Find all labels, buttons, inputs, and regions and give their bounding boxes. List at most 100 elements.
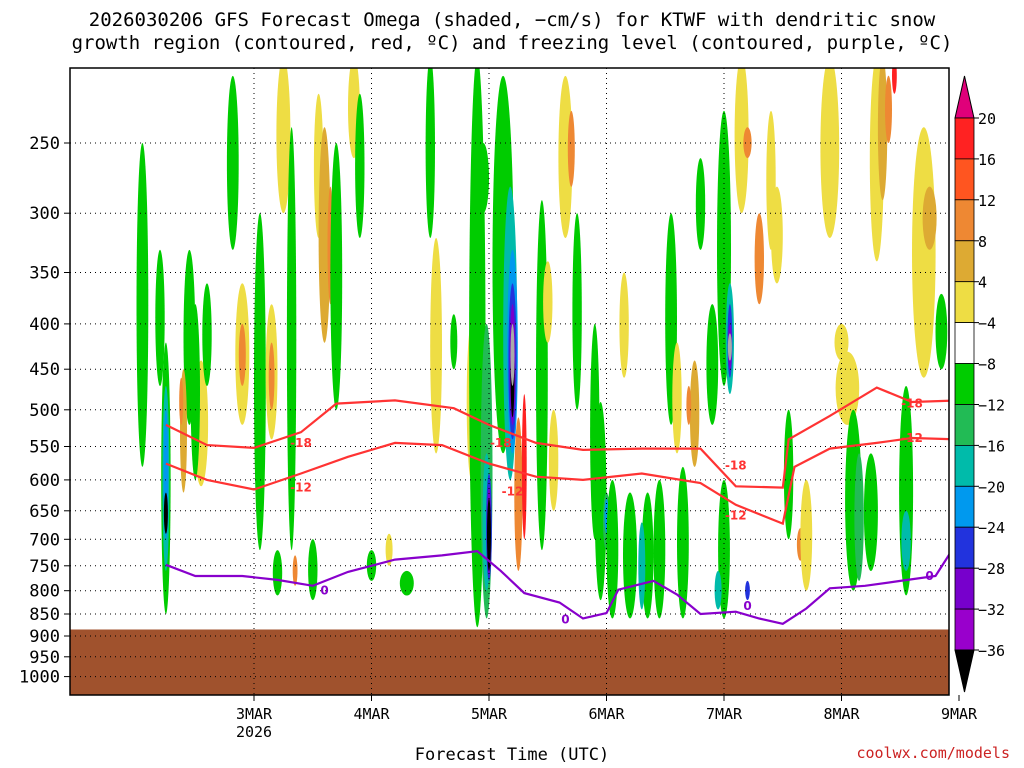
contour-label: -18 bbox=[901, 397, 923, 411]
chart-title-line2: growth region (contoured, red, ºC) and f… bbox=[71, 32, 953, 54]
contour-label: -18 bbox=[725, 459, 747, 473]
colorbar-label: −4 bbox=[978, 315, 996, 333]
colorbar-label: 8 bbox=[978, 233, 987, 251]
terrain-layer bbox=[70, 629, 949, 695]
omega-shade-patch bbox=[521, 394, 527, 540]
omega-shade-patch bbox=[487, 498, 491, 571]
omega-shade-patch bbox=[835, 351, 860, 425]
y-tick-label: 400 bbox=[29, 315, 60, 335]
omega-shade-patch bbox=[1008, 432, 1015, 505]
y-tick-label: 450 bbox=[29, 360, 60, 380]
omega-shade-patch bbox=[514, 417, 523, 571]
contour-label: -18 bbox=[490, 436, 512, 450]
omega-shade-patch bbox=[425, 68, 435, 238]
colorbar-arrow-top bbox=[954, 75, 975, 119]
y-tick-label: 800 bbox=[29, 582, 60, 602]
y-tick-label: 600 bbox=[29, 471, 60, 491]
y-tick-label: 1000 bbox=[19, 668, 60, 688]
colorbar-swatch bbox=[954, 485, 975, 528]
omega-shading bbox=[136, 68, 1015, 628]
colorbar-swatch bbox=[954, 444, 975, 487]
omega-shade-patch bbox=[254, 213, 266, 551]
y-tick-label: 950 bbox=[29, 648, 60, 668]
colorbar: 20 16 12 8 4 −4 −8 −12 −16 −20 −24 −28 −32 −36 bbox=[954, 75, 1005, 693]
omega-shade-patch bbox=[190, 304, 200, 480]
omega-shade-patch bbox=[686, 385, 692, 425]
omega-shade-patch bbox=[901, 510, 911, 571]
omega-shade-patch bbox=[268, 342, 275, 410]
x-tick-sublabel: 2026 bbox=[236, 723, 272, 741]
contour-label: 0 bbox=[561, 612, 569, 626]
contour-lines: -18 -18 -18 -18 -12 -12 -12 -12 0 0 0 0 bbox=[165, 386, 949, 626]
y-tick-label: 350 bbox=[29, 264, 60, 284]
omega-shade-patch bbox=[745, 580, 750, 601]
omega-shade-patch bbox=[619, 272, 629, 378]
omega-shade-patch bbox=[477, 143, 489, 214]
omega-shade-patch bbox=[536, 200, 548, 551]
colorbar-label: −20 bbox=[978, 478, 1005, 496]
contour-label: -12 bbox=[290, 481, 312, 495]
colorbar-label: −24 bbox=[978, 519, 1005, 537]
omega-shade-patch bbox=[308, 539, 318, 601]
y-axis: 2503003504004505005506006507007508008509… bbox=[19, 134, 70, 688]
colorbar-label: −16 bbox=[978, 437, 1005, 455]
omega-shade-patch bbox=[543, 261, 553, 343]
omega-shade-patch bbox=[202, 283, 212, 387]
colorbar-swatch bbox=[954, 608, 975, 651]
contour-line bbox=[165, 436, 949, 526]
chart-title-line1: 2026030206 GFS Forecast Omega (shaded, −… bbox=[88, 9, 936, 31]
y-tick-label: 650 bbox=[29, 502, 60, 522]
omega-shade-patch bbox=[689, 360, 700, 467]
omega-shade-patch bbox=[754, 213, 764, 305]
colorbar-swatch bbox=[954, 567, 975, 610]
x-axis-title: Forecast Time (UTC) bbox=[414, 745, 610, 765]
omega-shade-patch bbox=[912, 127, 936, 378]
y-tick-label: 250 bbox=[29, 134, 60, 154]
x-tick-label: 6MAR bbox=[588, 705, 625, 723]
contour-label: 0 bbox=[320, 584, 328, 598]
omega-shade-patch bbox=[548, 409, 559, 511]
credit-text: coolwx.com/models bbox=[856, 744, 1010, 762]
omega-shade-patch bbox=[834, 323, 849, 361]
x-tick-label: 7MAR bbox=[706, 705, 743, 723]
colorbar-label: 20 bbox=[978, 110, 996, 128]
x-tick-label: 3MAR bbox=[236, 705, 273, 723]
omega-shade-patch bbox=[330, 143, 343, 410]
omega-shade-patch bbox=[567, 110, 575, 187]
omega-shade-patch bbox=[638, 522, 646, 610]
y-tick-label: 300 bbox=[29, 204, 60, 224]
x-tick-label: 5MAR bbox=[471, 705, 508, 723]
omega-shade-patch bbox=[179, 377, 184, 425]
omega-shade-patch bbox=[727, 333, 732, 361]
omega-shade-patch bbox=[771, 186, 783, 284]
colorbar-swatch bbox=[954, 281, 975, 324]
omega-shade-patch bbox=[286, 127, 297, 551]
contour-label: -12 bbox=[725, 509, 747, 523]
omega-shade-patch bbox=[863, 453, 878, 571]
plot-frame bbox=[69, 67, 950, 696]
omega-shade-patch bbox=[276, 68, 291, 214]
colorbar-swatch bbox=[954, 322, 975, 364]
colorbar-swatch bbox=[954, 363, 975, 405]
omega-shade-patch bbox=[734, 68, 749, 214]
terrain-fill bbox=[70, 629, 949, 695]
omega-shade-patch bbox=[677, 466, 689, 619]
contour-label: -18 bbox=[290, 436, 312, 450]
omega-shade-patch bbox=[163, 492, 168, 534]
omega-shade-patch bbox=[155, 249, 165, 386]
y-tick-label: 750 bbox=[29, 557, 60, 577]
colorbar-swatch bbox=[954, 526, 975, 569]
omega-shade-patch bbox=[572, 213, 582, 410]
omega-shade-patch bbox=[430, 238, 442, 454]
omega-shade-patch bbox=[695, 158, 706, 250]
y-tick-label: 500 bbox=[29, 401, 60, 421]
omega-shade-patch bbox=[877, 68, 888, 201]
omega-shade-patch bbox=[922, 186, 937, 250]
x-tick-label: 9MAR bbox=[941, 705, 978, 723]
colorbar-swatch bbox=[954, 240, 975, 283]
colorbar-swatch bbox=[954, 199, 975, 242]
colorbar-label: 16 bbox=[978, 151, 996, 169]
omega-shade-patch bbox=[594, 402, 607, 601]
